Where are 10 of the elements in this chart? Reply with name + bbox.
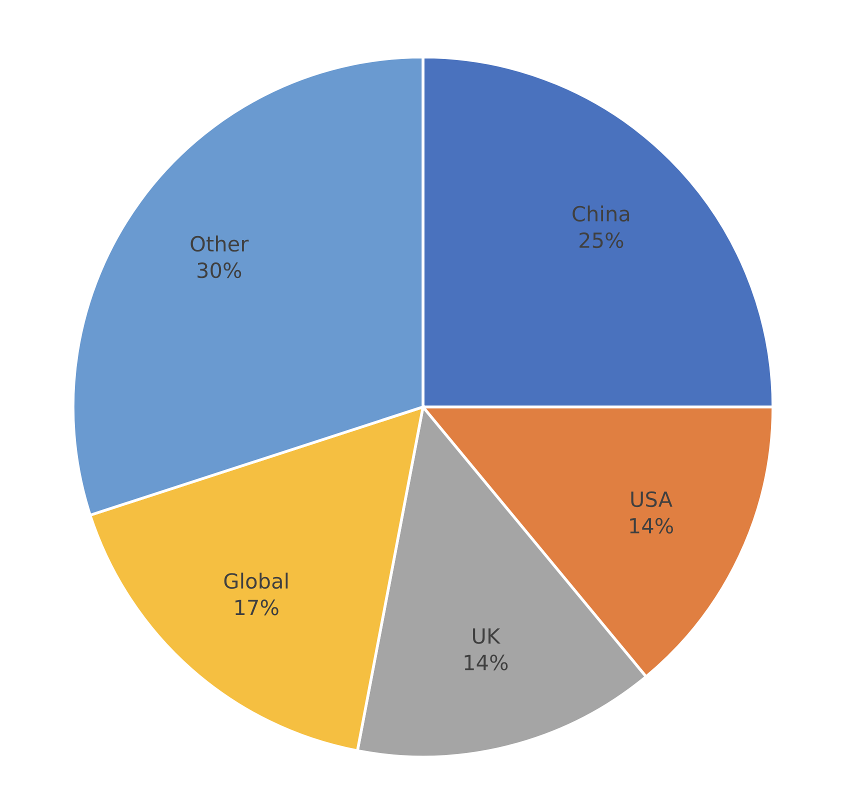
data-label: 30% xyxy=(198,262,242,278)
data-label: 14% xyxy=(630,518,674,534)
slice-label: USA xyxy=(631,491,672,508)
slice-label: UK xyxy=(473,628,501,644)
slice-label: China xyxy=(572,205,630,222)
slice-label: Other xyxy=(190,236,249,252)
data-label: 25% xyxy=(580,232,624,248)
data-label: 14% xyxy=(464,654,508,670)
slice-label: Global xyxy=(224,572,288,589)
data-label: 17% xyxy=(235,600,278,616)
